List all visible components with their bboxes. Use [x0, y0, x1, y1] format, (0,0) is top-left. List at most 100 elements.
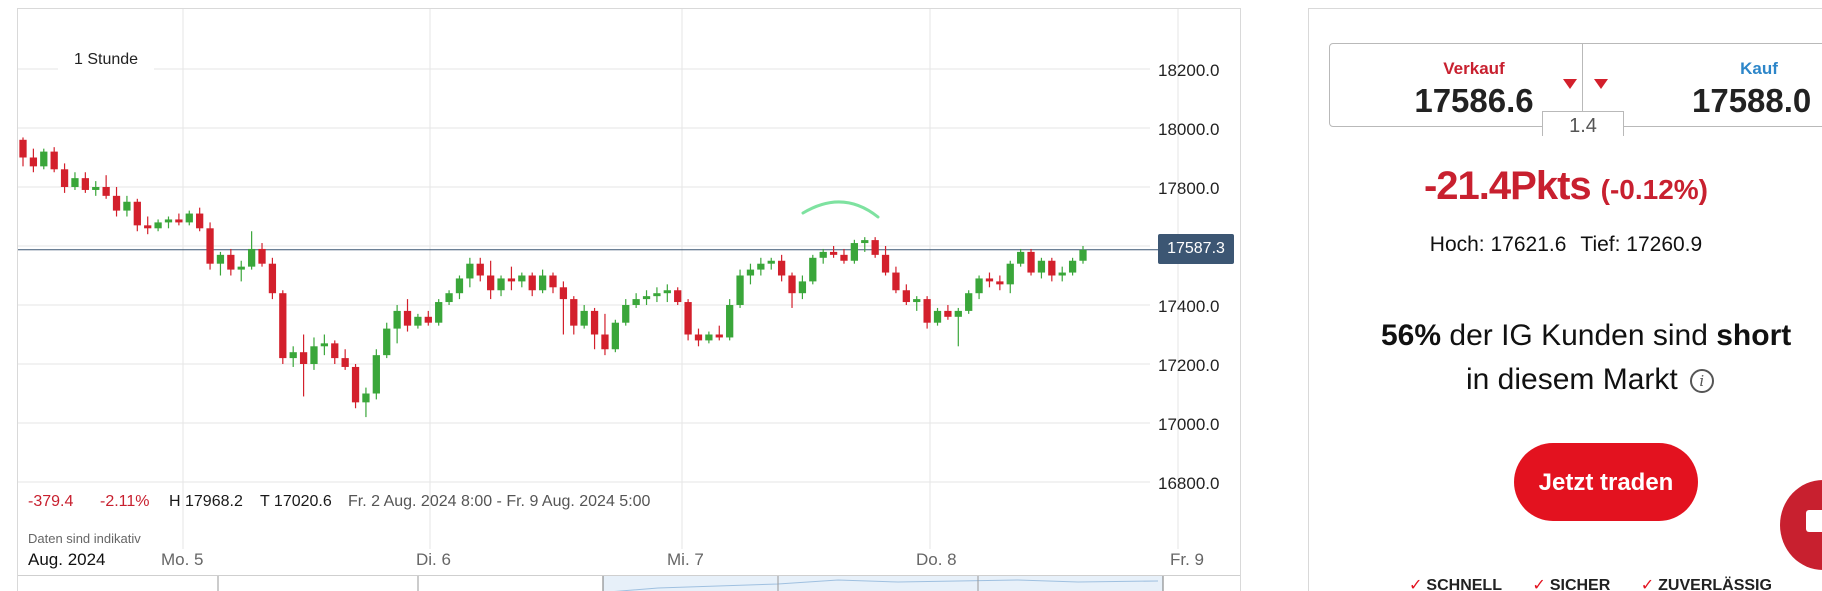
price-chart-panel: 1 Stunde 18200.0 18000.0 17800.0 17400.0…: [17, 8, 1241, 591]
candle-body: [580, 310, 588, 326]
period-high: H 17968.2: [169, 493, 243, 510]
data-disclaimer: Daten sind indikativ: [28, 531, 141, 546]
candle-body: [1006, 263, 1014, 285]
candle-body: [299, 352, 308, 364]
check-icon: ✓: [1640, 577, 1655, 591]
price-axis-label: 18000.0: [1158, 120, 1220, 139]
candle-body: [40, 151, 48, 167]
candle-body: [71, 178, 79, 187]
sentiment-line2: in diesem Markt i: [1381, 358, 1822, 402]
client-sentiment: 56% der IG Kunden sind short in diesem M…: [1381, 314, 1822, 402]
candle-body: [923, 299, 931, 323]
candle-body: [435, 302, 443, 323]
candle-body: [279, 293, 287, 359]
deal-panel: Verkauf 17586.6 Kauf 17588.0 1.4 -21.4Pk…: [1308, 8, 1822, 591]
candle-body: [913, 299, 921, 303]
period-label[interactable]: 1 Stunde: [58, 49, 155, 71]
price-axis-label: 17800.0: [1158, 179, 1220, 198]
candle-body: [497, 278, 505, 291]
candle-body: [954, 310, 962, 317]
candle-body: [965, 293, 973, 311]
sentiment-position: short: [1716, 319, 1792, 352]
candle-body: [383, 328, 391, 356]
candle-body: [871, 240, 879, 255]
candle-body: [653, 293, 661, 297]
buy-price[interactable]: 17588.0: [1692, 82, 1812, 119]
navigator-series: [217, 576, 1164, 591]
candle-body: [809, 257, 817, 282]
feature-item: ✓ SICHER: [1532, 577, 1610, 591]
trade-now-button[interactable]: Jetzt traden: [1514, 443, 1698, 521]
candle-body: [642, 296, 651, 300]
candle-body: [196, 213, 204, 229]
candle-body: [206, 228, 214, 264]
info-icon[interactable]: i: [1689, 369, 1714, 394]
x-axis-day: Fr. 9: [1170, 550, 1205, 569]
x-axis-day: Mi. 7: [667, 550, 704, 569]
candle-body: [861, 240, 869, 244]
candle-body: [590, 310, 599, 335]
candle-body: [549, 275, 557, 288]
candle-body: [507, 278, 516, 282]
chart-navigator[interactable]: [18, 575, 1240, 591]
candle-body: [684, 302, 692, 335]
buy-down-arrow-icon: [1594, 79, 1608, 89]
sell-price[interactable]: 17586.6: [1414, 82, 1534, 119]
candle-body: [1017, 251, 1025, 264]
candle-body: [393, 310, 401, 329]
sell-label[interactable]: Verkauf: [1443, 59, 1505, 78]
candle-body: [902, 290, 910, 303]
change-percent: (-0.12%): [1600, 174, 1709, 205]
candle-body: [726, 305, 734, 338]
x-axis-day: Do. 8: [916, 550, 957, 569]
day-low: Tief: 17260.9: [1580, 233, 1703, 256]
candle-body: [154, 222, 162, 229]
candle-body: [933, 310, 942, 323]
check-icon: ✓: [1409, 577, 1423, 591]
candle-body: [1079, 249, 1087, 261]
candle-body: [102, 187, 110, 196]
sell-down-arrow-icon: [1563, 79, 1577, 89]
candle-body: [881, 254, 890, 273]
candle-body: [258, 248, 266, 264]
candlestick-chart[interactable]: [18, 9, 1240, 591]
candle-body: [19, 139, 27, 158]
candle-body: [424, 316, 432, 323]
sentiment-percent: 56%: [1381, 319, 1442, 352]
candle-body: [559, 287, 568, 300]
feature-label: ZUVERLÄSSIG: [1658, 577, 1772, 591]
quote-divider: [1582, 43, 1583, 126]
candle-body: [310, 346, 318, 364]
buy-label[interactable]: Kauf: [1740, 59, 1778, 78]
candle-body: [341, 358, 349, 367]
candle-body: [705, 334, 713, 341]
candle-body: [528, 275, 536, 291]
candle-body: [216, 254, 225, 264]
candle-body: [694, 334, 703, 341]
candle-body: [320, 343, 329, 347]
candle-body: [227, 254, 235, 270]
candle-body: [362, 393, 370, 403]
candle-body: [674, 290, 682, 303]
period-change: -379.4: [28, 493, 74, 510]
daily-change: -21.4Pkts (-0.12%): [1309, 164, 1822, 209]
x-axis-day: Mo. 5: [161, 550, 204, 569]
feature-label: SICHER: [1549, 577, 1611, 591]
candle-body: [538, 275, 547, 291]
candle-body: [372, 355, 380, 394]
sentiment-text: der IG Kunden sind: [1449, 319, 1708, 352]
candle-body: [476, 263, 484, 276]
candle-body: [518, 275, 526, 282]
candle-body: [757, 263, 765, 270]
candle-body: [50, 151, 58, 170]
period-low: T 17020.6: [260, 493, 332, 510]
candle-body: [403, 310, 412, 326]
highlight-arc: [801, 200, 880, 219]
candle-body: [445, 293, 453, 303]
x-axis-month: Aug. 2024: [28, 550, 106, 569]
candle-body: [819, 251, 827, 258]
high-low-row: Hoch: 17621.6 Tief: 17260.9: [1309, 233, 1822, 257]
candle-body: [892, 272, 900, 291]
candle-body: [466, 263, 474, 279]
candle-body: [133, 201, 141, 226]
